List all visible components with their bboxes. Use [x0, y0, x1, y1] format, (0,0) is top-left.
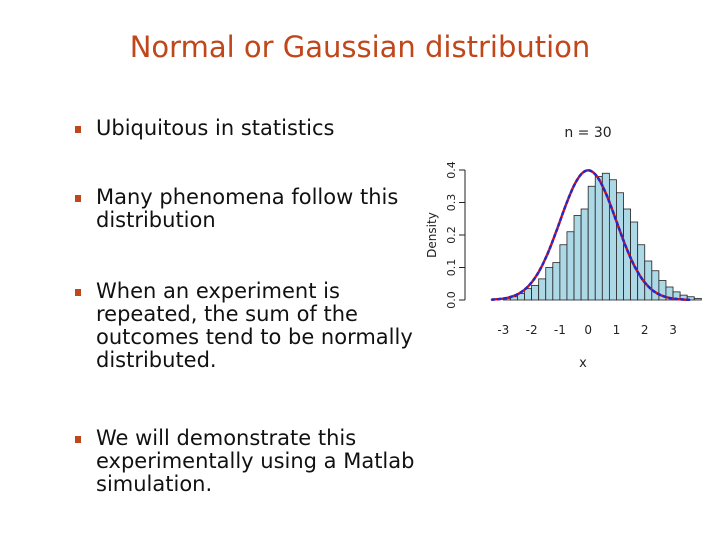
- y-tick-label: 0.0: [445, 291, 458, 309]
- histogram-bar: [545, 267, 554, 301]
- x-tick-label: 0: [584, 323, 592, 337]
- x-tick-label: -3: [497, 323, 509, 337]
- histogram-bar: [594, 176, 603, 301]
- bullet-icon: [75, 289, 81, 296]
- chart-title: n = 30: [564, 125, 611, 141]
- bullet-icon: [75, 126, 81, 133]
- bullet-text: Ubiquitous in statistics: [96, 116, 335, 140]
- bullet-text: We will demonstrate this experimentally …: [96, 426, 415, 496]
- histogram-bar: [580, 208, 589, 301]
- y-tick-label: 0.4: [445, 161, 458, 179]
- histogram-bar: [616, 192, 624, 301]
- histogram-bar: [651, 270, 660, 301]
- histogram-bar: [538, 278, 547, 301]
- bars-group: [502, 172, 702, 301]
- histogram-bar: [531, 284, 540, 301]
- bullet-text: Many phenomena follow this distribution: [96, 185, 399, 232]
- x-tick-label: 2: [641, 323, 649, 337]
- y-tick-label: 0.2: [445, 226, 458, 244]
- empirical-curve: [490, 169, 692, 302]
- bullet-icon: [75, 436, 81, 443]
- histogram-chart: n = 30 x Density 0.0 0.1 0.2 0.3 0.4 -3 -2 -1 0 1…: [425, 125, 702, 371]
- x-tick-label: 1: [613, 323, 621, 337]
- x-tick-label: 3: [669, 323, 677, 337]
- x-axis-label: x: [579, 356, 587, 371]
- x-tick-label: -1: [554, 323, 566, 337]
- y-tick-label: 0.1: [445, 259, 458, 277]
- histogram-bar: [608, 179, 617, 301]
- histogram-bar: [552, 262, 561, 301]
- y-tick-label: 0.3: [445, 194, 458, 212]
- histogram-bar: [644, 260, 653, 301]
- bullet-text: When an experiment is repeated, the sum …: [96, 279, 413, 372]
- bullet-icon: [75, 195, 81, 202]
- slide-title: Normal or Gaussian distribution: [129, 30, 591, 64]
- axes-group: 0.0 0.1 0.2 0.3 0.4 -3 -2 -1 0 1 2 3: [445, 161, 677, 337]
- histogram-bar: [559, 244, 568, 301]
- histogram-bar: [693, 297, 702, 301]
- y-axis-label: Density: [425, 212, 439, 258]
- histogram-bar: [573, 215, 582, 301]
- histogram-bar: [587, 185, 596, 301]
- x-tick-label: -2: [526, 323, 538, 337]
- histogram-bar: [566, 231, 575, 301]
